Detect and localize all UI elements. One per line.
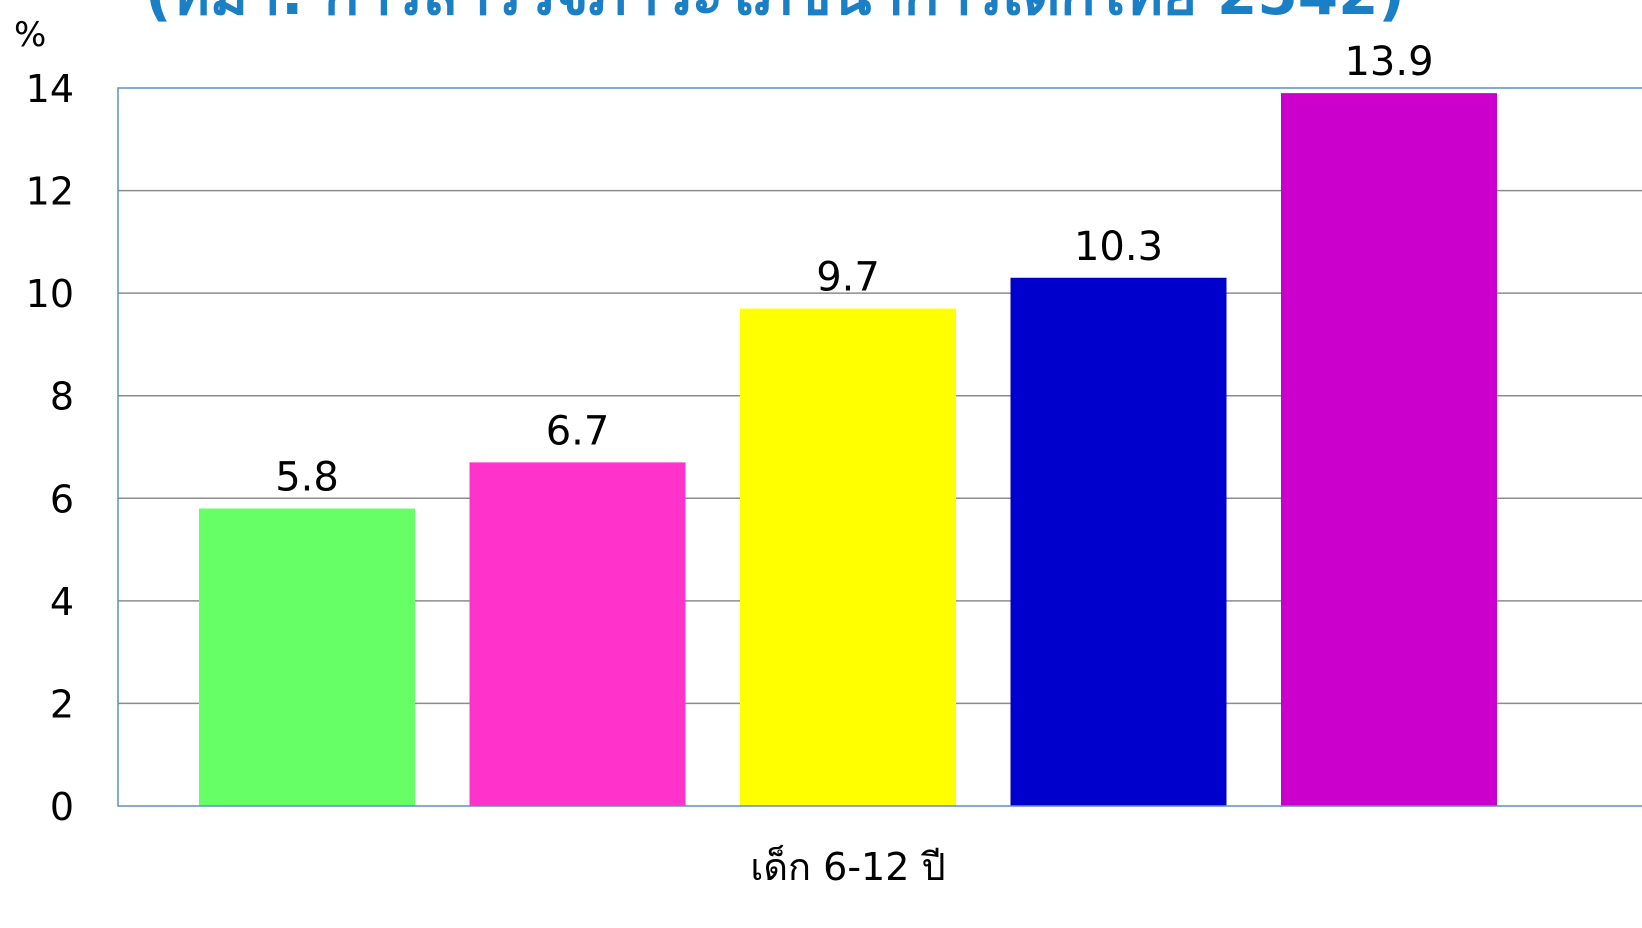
bar <box>740 308 956 806</box>
bar <box>1281 93 1497 807</box>
bar <box>199 508 415 806</box>
plot-area-border <box>117 87 1642 807</box>
y-tick-label: 0 <box>50 785 74 829</box>
y-tick-label: 2 <box>50 682 74 726</box>
chart-title: (ที่มา: การสำรวจภาวะโภชนาการเด็กไทย 2542… <box>145 0 1405 28</box>
y-unit-label: % <box>14 15 46 55</box>
bar-value-label: 13.9 <box>1344 39 1433 85</box>
bar <box>469 462 686 806</box>
bars <box>199 93 1497 807</box>
bar-value-label: 5.8 <box>275 455 339 501</box>
x-axis-label: เด็ก 6-12 ปี <box>750 844 945 889</box>
y-tick-label: 6 <box>50 477 74 521</box>
y-tick-label: 8 <box>50 375 74 419</box>
y-tick-label: 4 <box>50 580 74 624</box>
y-tick-label: 12 <box>26 170 74 214</box>
y-tick-label: 10 <box>26 272 74 316</box>
data-labels: 5.8 6.7 9.7 10.3 13.9 <box>275 39 1433 500</box>
y-tick-label: 14 <box>26 67 74 111</box>
bar-value-label: 9.7 <box>816 255 880 301</box>
bar-value-label: 6.7 <box>546 408 610 454</box>
bar-value-label: 10.3 <box>1074 224 1163 270</box>
bar <box>1010 277 1227 806</box>
y-axis-ticks: 0 2 4 6 8 10 12 14 <box>26 67 74 829</box>
